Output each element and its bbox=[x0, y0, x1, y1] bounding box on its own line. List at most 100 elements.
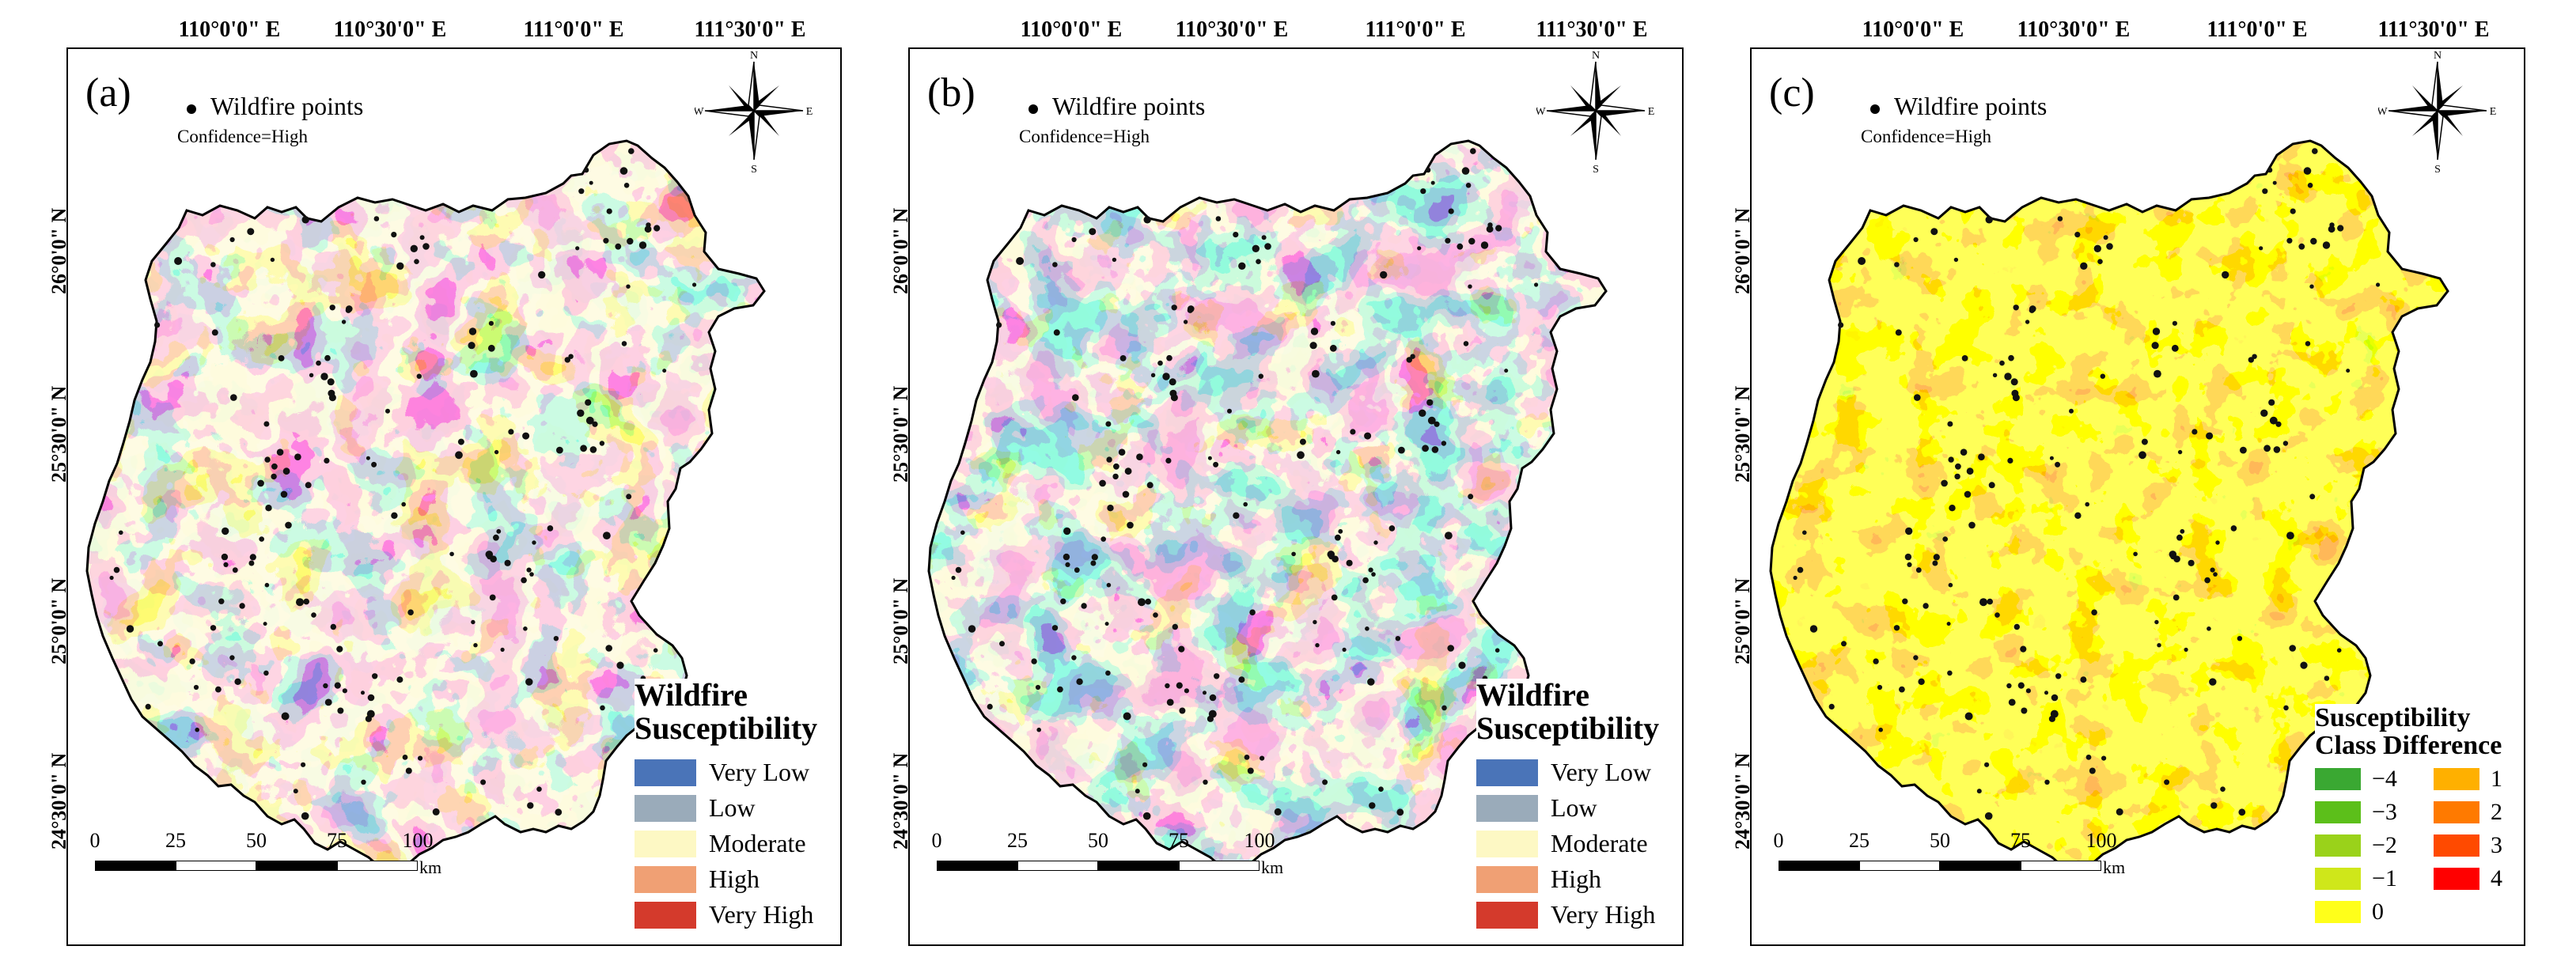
wildfire-point bbox=[1145, 598, 1151, 605]
wildfire-point bbox=[1346, 559, 1353, 566]
legend-label: High bbox=[1551, 865, 1601, 893]
wildfire-point bbox=[2020, 645, 2027, 653]
wildfire-point bbox=[1904, 553, 1912, 561]
wildfire-point bbox=[564, 357, 570, 363]
wildfire-point bbox=[1895, 329, 1902, 336]
legend-item-moderate: Moderate bbox=[1476, 826, 1659, 861]
wildfire-point bbox=[2085, 755, 2092, 760]
wildfire-point bbox=[305, 482, 312, 489]
wildfire-point bbox=[113, 566, 120, 573]
compass-north: N bbox=[750, 50, 758, 62]
wildfire-point bbox=[2164, 779, 2170, 785]
wildfire-point bbox=[324, 457, 330, 464]
wildfire-point bbox=[1309, 342, 1317, 350]
legend-swatch bbox=[1476, 830, 1538, 857]
legend-swatch bbox=[2434, 834, 2479, 857]
wildfire-point bbox=[578, 188, 585, 195]
wildfire-point bbox=[599, 441, 605, 446]
wildfire-point bbox=[1447, 645, 1454, 652]
wildfire-point bbox=[2011, 389, 2019, 397]
wildfire-point bbox=[1999, 360, 2005, 366]
wildfire-point bbox=[259, 536, 264, 542]
wildfire-point bbox=[1072, 394, 1079, 401]
map-frame: (a) Wildfire points Confidence=High N S … bbox=[66, 47, 842, 946]
wildfire-point bbox=[2289, 645, 2296, 652]
legend-item-high: High bbox=[1476, 861, 1659, 897]
scale-segment bbox=[1017, 861, 1098, 871]
wildfire-point bbox=[337, 707, 344, 714]
wildfire-point bbox=[1171, 305, 1177, 311]
wildfire-point bbox=[1183, 320, 1188, 324]
wildfire-point-icon bbox=[187, 104, 196, 114]
wildfire-point bbox=[221, 553, 229, 561]
wildfire-point bbox=[2328, 225, 2335, 233]
panel-label: (c) bbox=[1769, 70, 1815, 115]
wildfire-point bbox=[1362, 577, 1369, 584]
wildfire-point bbox=[2091, 609, 2097, 615]
wildfire-point bbox=[1138, 598, 1146, 607]
wildfire-point bbox=[2209, 678, 2217, 686]
wildfire-point bbox=[1388, 525, 1396, 532]
wildfire-legend-label: Wildfire points bbox=[210, 92, 364, 120]
wildfire-point bbox=[2177, 449, 2183, 455]
wildfire-point bbox=[1104, 622, 1109, 626]
scale-tick: 0 bbox=[1773, 829, 1784, 852]
wildfire-point bbox=[1948, 456, 1954, 463]
scale-tick: 50 bbox=[246, 829, 267, 852]
wildfire-point bbox=[1244, 755, 1250, 760]
wildfire-point bbox=[2080, 262, 2088, 270]
wildfire-point bbox=[2336, 648, 2342, 653]
legend-title-line2: Class Difference bbox=[2315, 731, 2502, 760]
wildfire-point bbox=[1184, 688, 1189, 694]
wildfire-point bbox=[2309, 284, 2314, 289]
wildfire-point bbox=[504, 559, 511, 566]
wildfire-point bbox=[1335, 449, 1341, 455]
wildfire-point bbox=[488, 320, 494, 326]
wildfire-point bbox=[2154, 619, 2159, 625]
wildfire-point bbox=[1930, 228, 1938, 236]
wildfire-points bbox=[951, 148, 1539, 820]
legend-item-very-high: Very High bbox=[1476, 897, 1659, 933]
wildfire-point bbox=[2230, 525, 2237, 532]
legend-label: Very High bbox=[1551, 900, 1656, 929]
scale-tick: 75 bbox=[1169, 829, 1189, 852]
wildfire-point bbox=[2044, 779, 2050, 785]
wildfire-point bbox=[2051, 694, 2059, 702]
wildfire-point bbox=[293, 789, 298, 794]
wildfire-points bbox=[1793, 148, 2381, 820]
compass-west: W bbox=[2378, 106, 2388, 118]
wildfire-point bbox=[410, 244, 418, 252]
wildfire-point bbox=[577, 409, 585, 417]
wildfire-point bbox=[1035, 684, 1041, 691]
wildfire-point bbox=[1153, 612, 1158, 618]
wildfire-point bbox=[193, 684, 199, 691]
wildfire-point bbox=[1425, 167, 1431, 173]
wildfire-point bbox=[2008, 698, 2016, 706]
legend-label: 2 bbox=[2491, 799, 2502, 825]
wildfire-point bbox=[1933, 554, 1940, 561]
wildfire-point bbox=[2237, 636, 2243, 641]
longitude-label: 110°30'0" E bbox=[2017, 17, 2131, 42]
wildfire-point bbox=[1146, 482, 1154, 489]
wildfire-point bbox=[239, 603, 245, 609]
wildfire-point bbox=[1107, 505, 1114, 512]
legend-item-minus-3: −3 bbox=[2315, 796, 2434, 829]
scale-segment bbox=[256, 861, 337, 871]
wildfire-point bbox=[1299, 438, 1306, 445]
wildfire-point bbox=[638, 241, 647, 249]
wildfire-point bbox=[951, 575, 956, 581]
scale-segment bbox=[1098, 861, 1179, 871]
wildfire-point bbox=[1378, 786, 1384, 792]
legend-item-plus-4: 4 bbox=[2434, 862, 2521, 895]
wildfire-point bbox=[311, 612, 316, 618]
wildfire-point bbox=[414, 259, 419, 265]
wildfire-point bbox=[1342, 647, 1347, 653]
wildfire-point bbox=[1127, 521, 1134, 529]
wildfire-point bbox=[278, 355, 285, 361]
wildfire-point bbox=[1063, 527, 1071, 535]
wildfire-point bbox=[367, 694, 375, 702]
legend-label: Very Low bbox=[709, 758, 810, 786]
wildfire-point bbox=[1947, 421, 1953, 427]
wildfire-point bbox=[589, 446, 597, 453]
wildfire-point bbox=[2240, 446, 2247, 454]
